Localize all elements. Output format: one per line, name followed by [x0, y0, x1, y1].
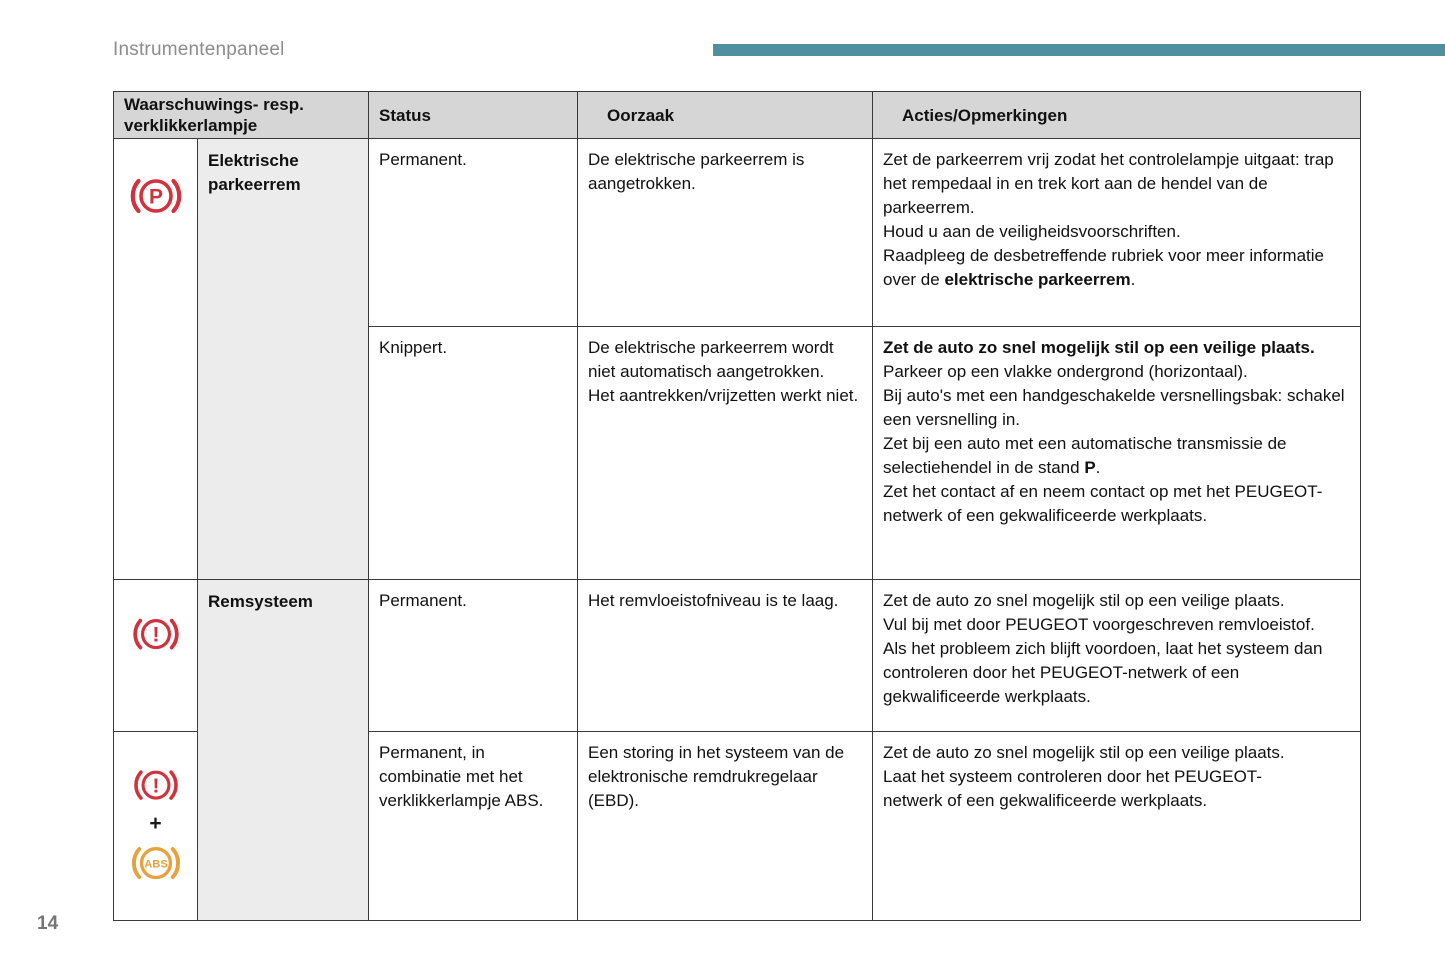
brake-plus-abs-icon-cell: ! + ABS: [113, 731, 198, 921]
row-parking-brake-blinking: Knippert. De elektrische parkeerrem word…: [114, 326, 1361, 580]
actions-text: Parkeer op een vlakke ondergrond (horizo…: [883, 362, 1345, 477]
parking-brake-glyph: P: [148, 186, 162, 209]
accent-bar: [713, 44, 1445, 56]
actions-cell: Zet de auto zo snel mogelijk stil op een…: [872, 326, 1361, 580]
plus-sign: +: [149, 812, 162, 835]
brake-warning-glyph: !: [152, 774, 159, 797]
brake-system-warning-icon: !: [133, 770, 178, 800]
brake-system-warning-icon: !: [132, 618, 179, 650]
abs-glyph: ABS: [144, 858, 168, 870]
cause-cell: De elektrische parkeerrem wordt niet aut…: [577, 326, 873, 580]
row-parking-brake-permanent: P Elektrische parkeerrem Permanent. De e…: [113, 138, 1361, 580]
actions-text: Zet de parkeerrem vrij zodat het control…: [883, 150, 1334, 289]
actions-bold-p: P: [1084, 458, 1096, 477]
electric-parking-brake-icon: P: [130, 178, 181, 214]
abs-warning-icon: ABS: [131, 846, 180, 880]
lamp-label-remsysteem: Remsysteem: [197, 579, 369, 921]
actions-bold-lead: Zet de auto zo snel mogelijk stil op een…: [883, 338, 1315, 357]
brake-warning-icon-cell: !: [113, 579, 198, 732]
brake-warning-glyph: !: [152, 623, 159, 647]
actions-text-end: .: [1130, 270, 1136, 289]
status-cell: Permanent, in combinatie met het verklik…: [368, 731, 578, 921]
warning-lamps-table: Waarschuwings- resp. verklikkerlampje St…: [113, 91, 1361, 921]
cause-cell: Het remvloeistofniveau is te laag.: [577, 579, 873, 732]
status-cell: Permanent.: [368, 579, 578, 732]
actions-text-tail: . Zet het contact af en neem contact op …: [883, 458, 1323, 525]
actions-cell: Zet de auto zo snel mogelijk stil op een…: [872, 579, 1361, 732]
table-header-row: Waarschuwings- resp. verklikkerlampje St…: [113, 91, 1361, 139]
cause-cell: Een storing in het systeem van de elektr…: [577, 731, 873, 921]
cause-cell: De elektrische parkeerrem is aangetrokke…: [577, 138, 873, 327]
page-title: Instrumentenpaneel: [113, 39, 285, 60]
lamp-label-parkeerrem: Elektrische parkeerrem: [197, 138, 369, 580]
actions-cell: Zet de parkeerrem vrij zodat het control…: [872, 138, 1361, 327]
page-number: 14: [37, 913, 59, 934]
status-cell: Knippert.: [368, 326, 578, 580]
actions-cell: Zet de auto zo snel mogelijk stil op een…: [872, 731, 1361, 921]
actions-bold-text: elektrische parkeerrem: [944, 270, 1131, 289]
row-brake-system-permanent: ! Remsysteem Permanent. Het remvloeistof…: [113, 579, 1361, 921]
status-cell: Permanent.: [368, 138, 578, 327]
header-cause-column: Oorzaak: [577, 91, 873, 139]
parking-brake-icon-cell: P: [113, 138, 198, 580]
header-lamp-column: Waarschuwings- resp. verklikkerlampje: [113, 91, 369, 139]
header-actions-column: Acties/Opmerkingen: [872, 91, 1361, 139]
row-brake-system-with-abs: ! + ABS Permanent, in combinatie met het…: [113, 731, 1361, 921]
header-status-column: Status: [368, 91, 578, 139]
